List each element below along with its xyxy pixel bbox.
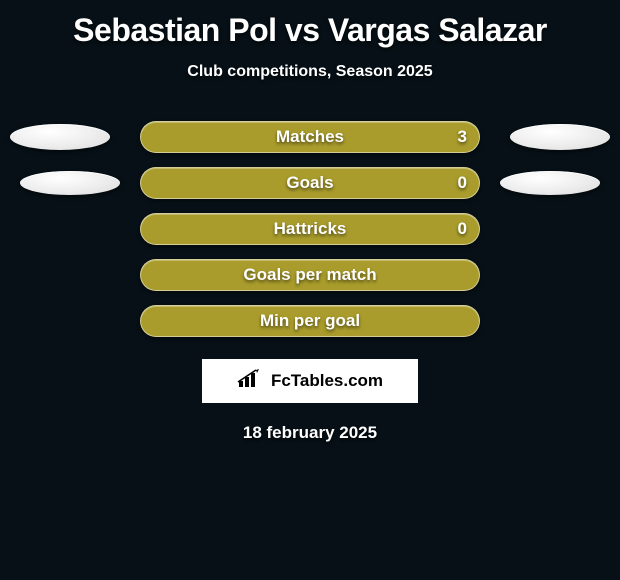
stat-label: Goals per match <box>243 265 376 285</box>
left-ellipse <box>10 124 110 150</box>
stat-bar: Min per goal <box>140 305 480 337</box>
stat-row: Min per goal <box>0 305 620 337</box>
stat-value: 3 <box>458 127 467 147</box>
stat-row: Hattricks 0 <box>0 213 620 245</box>
page-title: Sebastian Pol vs Vargas Salazar <box>0 0 620 49</box>
stat-value: 0 <box>458 173 467 193</box>
stat-row: Goals per match <box>0 259 620 291</box>
stat-bar: Matches 3 <box>140 121 480 153</box>
stat-label: Min per goal <box>260 311 360 331</box>
stat-bar: Hattricks 0 <box>140 213 480 245</box>
left-ellipse <box>20 171 120 195</box>
right-ellipse <box>510 124 610 150</box>
date-label: 18 february 2025 <box>0 423 620 443</box>
watermark: FcTables.com <box>202 359 418 403</box>
stat-bar: Goals 0 <box>140 167 480 199</box>
stat-row: Goals 0 <box>0 167 620 199</box>
watermark-text: FcTables.com <box>271 371 383 391</box>
stat-rows: Matches 3 Goals 0 Hattricks 0 Goals per … <box>0 121 620 337</box>
page-subtitle: Club competitions, Season 2025 <box>0 63 620 81</box>
stat-label: Matches <box>276 127 344 147</box>
stat-label: Hattricks <box>274 219 347 239</box>
stat-row: Matches 3 <box>0 121 620 153</box>
stat-bar: Goals per match <box>140 259 480 291</box>
stat-value: 0 <box>458 219 467 239</box>
bar-chart-icon <box>237 369 265 394</box>
right-ellipse <box>500 171 600 195</box>
stat-label: Goals <box>286 173 333 193</box>
